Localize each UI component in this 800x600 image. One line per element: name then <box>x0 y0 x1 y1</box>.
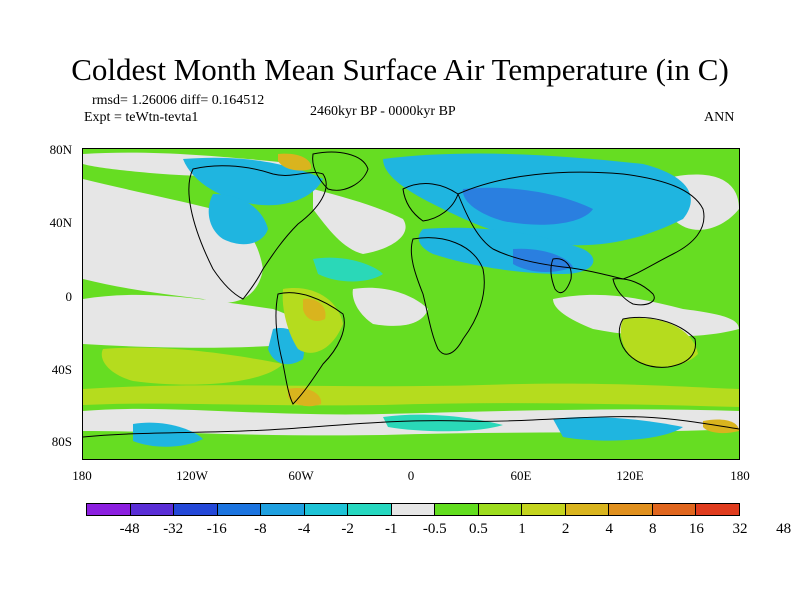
colorbar-swatch <box>696 504 739 515</box>
lat-tick-40s: 40S <box>51 362 72 377</box>
lon-tick-180-west: 180 <box>72 468 92 483</box>
colorbar-tick-label: 32 <box>732 521 748 537</box>
colorbar-tick-label: -32 <box>163 521 184 537</box>
rmsd-diff-label: rmsd= 1.26006 diff= 0.164512 <box>92 93 265 108</box>
coastline-antarctica <box>83 416 739 438</box>
period-label: 2460kyr BP - 0000kyr BP <box>310 104 456 119</box>
cool-region-antarctic-east <box>553 416 683 441</box>
colorbar-swatch <box>609 504 653 515</box>
colorbar-tick-label: 8 <box>649 521 657 537</box>
colorbar-swatch <box>174 504 218 515</box>
chart-title: Coldest Month Mean Surface Air Temperatu… <box>71 52 729 87</box>
coastline-india <box>550 258 572 294</box>
neutral-region-north-pacific <box>83 179 263 303</box>
warm-anomaly-regions <box>83 288 739 407</box>
warm-region-australia <box>620 318 698 367</box>
lon-tick-60e: 60E <box>510 468 532 483</box>
colorbar-tick-label: 4 <box>605 521 613 537</box>
neutral-region-indian-ocean <box>553 294 739 337</box>
colorbar-tick-label: 48 <box>776 521 792 537</box>
map-canvas <box>83 149 739 459</box>
lat-tick-80s: 80S <box>51 434 72 449</box>
coastline-africa <box>410 237 485 355</box>
neutral-region-tropical-atlantic <box>352 287 428 326</box>
hot-region-south-america-south <box>288 388 322 407</box>
lat-tick-80n: 80N <box>49 142 72 157</box>
cool-region-east-pacific <box>208 194 268 245</box>
coastline-australia <box>618 316 697 368</box>
cool-region-antarctic-west <box>133 422 203 447</box>
mint-region-atlantic-north <box>313 257 383 282</box>
colorbar <box>86 503 740 516</box>
colorbar-tick-label: -4 <box>297 521 311 537</box>
colorbar-swatch <box>522 504 566 515</box>
colorbar-tick-label: -8 <box>254 521 267 537</box>
colorbar-swatch <box>304 504 349 515</box>
mild-cool-anomaly-regions <box>313 257 503 432</box>
colorbar-tick-label: 1 <box>518 521 526 537</box>
colorbar-tick-label: 0.5 <box>469 521 488 537</box>
neutral-region-north-atlantic <box>313 189 406 254</box>
lon-tick-120e: 120E <box>616 468 644 483</box>
lon-tick-120w: 120W <box>176 468 208 483</box>
colorbar-swatch <box>348 504 392 515</box>
season-label: ANN <box>704 110 735 125</box>
colorbar-swatch <box>565 504 610 515</box>
lat-tick-40n: 40N <box>49 215 72 230</box>
temperature-map <box>82 148 740 460</box>
coastline-greenland <box>312 151 369 191</box>
colorbar-swatch <box>87 504 131 515</box>
colorbar-swatch <box>261 504 305 515</box>
colorbar-tick-label: 16 <box>688 521 704 537</box>
colorbar-tick-label: -2 <box>341 521 354 537</box>
warm-region-south-pacific <box>101 347 283 385</box>
mint-region-antarctic-coast <box>383 414 503 432</box>
hot-region-canada-north <box>278 153 312 171</box>
colorbar-swatch <box>391 504 436 515</box>
colorbar-tick-label: 2 <box>561 521 570 537</box>
hot-region-amazon <box>303 298 326 321</box>
cool-region-canada <box>183 157 323 206</box>
deep-cool-region-siberia <box>462 187 593 225</box>
coastline-asia <box>457 171 705 280</box>
colorbar-swatch <box>130 504 175 515</box>
colorbar-tick-label: -48 <box>119 521 140 537</box>
colorbar-tick-label: -0.5 <box>422 521 447 537</box>
coastline-europe <box>402 183 459 222</box>
lon-tick-60w: 60W <box>288 468 314 483</box>
lon-tick-0: 0 <box>407 468 415 483</box>
lat-tick-0: 0 <box>65 289 73 304</box>
experiment-label: Expt = teWtn-tevta1 <box>84 110 199 125</box>
neutral-region-tropical-pacific <box>83 294 305 348</box>
warm-region-southern-ocean <box>83 383 739 407</box>
coastline-north-america <box>188 165 327 300</box>
colorbar-tick-label: -1 <box>384 521 398 537</box>
colorbar-swatch <box>435 504 479 515</box>
colorbar-swatch <box>652 504 697 515</box>
coastline-south-america <box>275 292 345 405</box>
coastline-southeast-asia <box>612 278 655 306</box>
colorbar-swatch <box>217 504 262 515</box>
lon-tick-180-east: 180 <box>730 468 750 483</box>
colorbar-swatch <box>478 504 523 515</box>
colorbar-tick-label: -16 <box>206 521 227 537</box>
coastlines <box>83 151 739 438</box>
